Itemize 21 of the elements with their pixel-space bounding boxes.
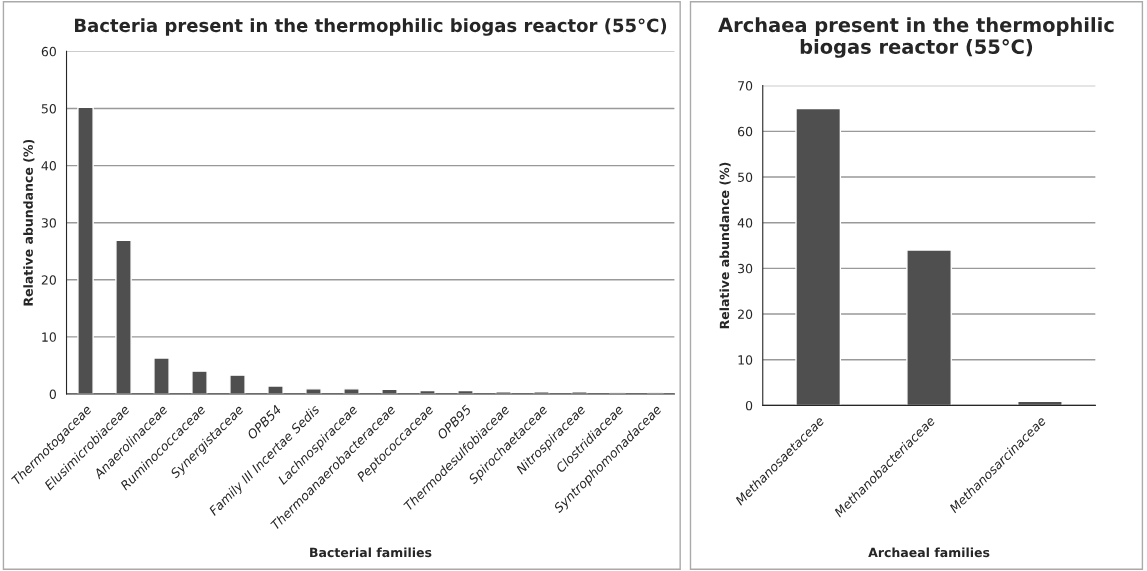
y-tick-label: 40 — [41, 161, 56, 171]
y-tick-label: 20 — [41, 275, 56, 285]
x-axis-title: Bacterial families — [310, 547, 432, 558]
y-tick-label: 10 — [42, 332, 56, 342]
y-tick-label: 0 — [49, 389, 56, 399]
y-tick-label: 60 — [41, 46, 56, 57]
y-tick-label: 50 — [41, 103, 56, 114]
y-tick-label: 40 — [737, 218, 753, 228]
y-tick-label: 20 — [738, 309, 753, 319]
y-tick-label: 70 — [738, 81, 753, 91]
y-axis-title: Relative abundance (%) — [23, 139, 35, 306]
y-tick-label: 30 — [41, 218, 56, 228]
x-axis-title: Archaeal families — [868, 547, 990, 558]
y-tick-label: 60 — [738, 126, 753, 137]
y-tick-label: 30 — [738, 263, 753, 274]
y-tick-label: 10 — [738, 355, 753, 365]
chart-title: Bacteria present in the thermophilic biogas reactor (55°C) — [75, 18, 667, 36]
y-tick-label: 50 — [738, 172, 753, 182]
y-axis-title: Relative abundance (%) — [719, 162, 731, 329]
chart-title: Archaea present in the thermophilic biogas reactor (55°C) — [718, 17, 1114, 58]
y-tick-label: 0 — [745, 400, 753, 411]
